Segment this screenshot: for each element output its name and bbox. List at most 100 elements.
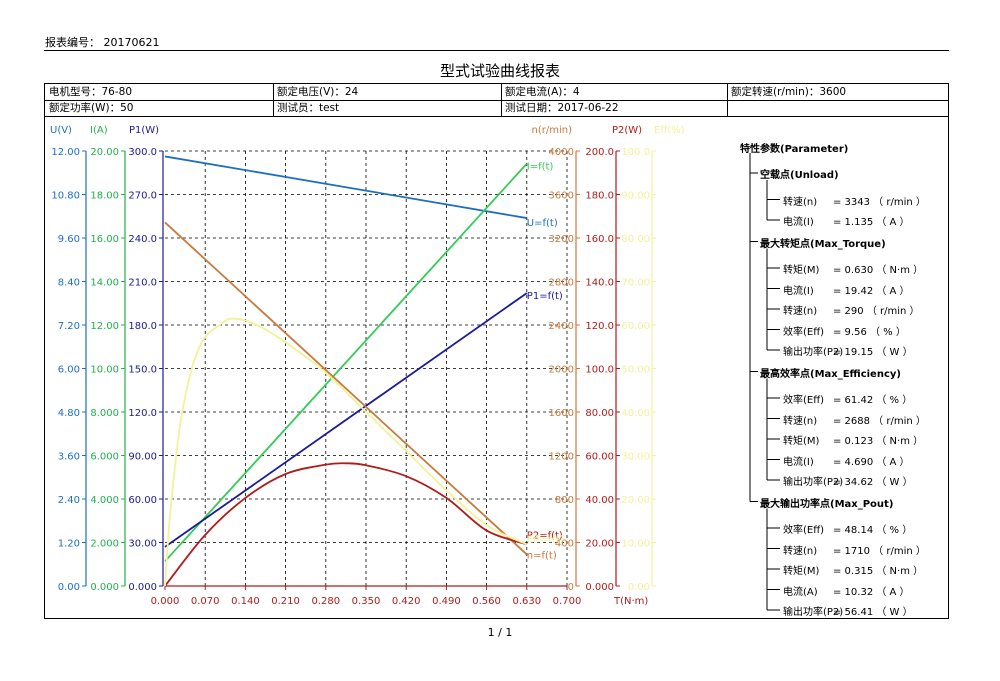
param-value: = 0.315 （ N·m ） xyxy=(833,566,924,577)
y-tick-label-U: 1.20 xyxy=(58,539,80,550)
y-tick-label-n: 1600 xyxy=(549,408,574,419)
y-tick-label-I: 4.000 xyxy=(90,495,119,506)
y-tick-label-P1: 120.0 xyxy=(128,408,157,419)
x-tick-label: 0.420 xyxy=(392,596,421,607)
y-tick-label-I: 10.00 xyxy=(90,365,119,376)
y-tick-label-I: 20.00 xyxy=(90,147,119,158)
y-tick-label-Eff: 90.00 xyxy=(621,191,650,202)
y-tick-label-Eff: 40.00 xyxy=(621,408,650,419)
param-label: 电流(A) xyxy=(783,586,818,598)
series-label-n: n=f(t) xyxy=(527,550,557,561)
y-tick-label-P1: 150.0 xyxy=(128,365,157,376)
x-tick-label: 0.700 xyxy=(553,596,582,607)
y-tick-label-P1: 240.0 xyxy=(128,234,157,245)
y-tick-label-Eff: 100.0 xyxy=(621,147,650,158)
rated-power-cell: 额定功率(W)：50 xyxy=(49,102,134,114)
param-value: = 61.42 （ % ） xyxy=(833,395,913,406)
y-tick-label-I: 2.000 xyxy=(90,539,119,550)
y-tick-label-Eff: 60.00 xyxy=(621,321,650,332)
rated-voltage-cell: 额定电压(V)：24 xyxy=(277,86,359,98)
param-value: = 3343 （ r/min ） xyxy=(833,196,926,208)
y-tick-label-P1: 180.0 xyxy=(128,321,157,332)
param-value: = 1710 （ r/min ） xyxy=(833,545,926,557)
y-tick-label-P2: 60.00 xyxy=(585,452,614,463)
param-value: = 34.62 （ W ） xyxy=(833,477,913,488)
y-tick-label-U: 2.40 xyxy=(58,495,80,506)
series-line-P2 xyxy=(164,462,528,587)
param-label: 效率(Eff) xyxy=(783,395,825,406)
param-label: 电流(I) xyxy=(783,285,814,297)
y-axis-label-Eff: Eff(%) xyxy=(654,125,685,136)
y-tick-label-P2: 140.0 xyxy=(585,278,614,289)
chart-panel xyxy=(44,117,949,619)
x-tick-label: 0.070 xyxy=(191,596,220,607)
param-label: 输出功率(P2) xyxy=(783,607,844,618)
param-label: 输出功率(P2) xyxy=(783,477,844,488)
info-table: 电机型号：76-80 额定电压(V)：24 额定电流(A)：4 额定转速(r/m… xyxy=(44,83,949,117)
x-tick-label: 0.140 xyxy=(231,596,260,607)
y-tick-label-I: 12.00 xyxy=(90,321,119,332)
y-tick-label-U: 9.60 xyxy=(58,234,80,245)
y-tick-label-P1: 90.00 xyxy=(128,452,157,463)
x-tick-label: 0.560 xyxy=(472,596,501,607)
series-line-U xyxy=(164,155,527,219)
param-value: = 56.41 （ W ） xyxy=(833,607,913,618)
y-tick-label-n: 3600 xyxy=(549,191,574,202)
param-label: 转速(n) xyxy=(783,415,818,427)
x-tick-label: 0.210 xyxy=(271,596,300,607)
header-rule xyxy=(44,50,949,51)
x-tick-label: 0.350 xyxy=(352,596,381,607)
y-tick-label-P2: 80.00 xyxy=(585,408,614,419)
series-line-n xyxy=(164,221,528,556)
test-date-cell: 测试日期：2017-06-22 xyxy=(505,102,619,114)
y-tick-label-U: 7.20 xyxy=(58,321,80,332)
y-tick-label-n: 0 xyxy=(568,582,574,593)
x-tick-label: 0.280 xyxy=(311,596,340,607)
param-value: = 48.14 （ % ） xyxy=(833,525,913,536)
param-value: = 0.630 （ N·m ） xyxy=(833,265,924,276)
y-tick-label-I: 14.00 xyxy=(90,278,119,289)
param-value: = 19.42 （ A ） xyxy=(833,285,910,297)
motor-model-cell: 电机型号：76-80 xyxy=(49,86,133,98)
y-tick-label-Eff: 20.00 xyxy=(621,495,650,506)
param-label: 转矩(M) xyxy=(783,265,820,276)
y-tick-label-U: 3.60 xyxy=(58,452,80,463)
params-title: 特性参数(Parameter) xyxy=(740,144,849,155)
y-tick-label-P2: 100.0 xyxy=(585,365,614,376)
y-tick-label-n: 1200 xyxy=(549,452,574,463)
y-axis-label-n: n(r/min) xyxy=(532,125,573,136)
param-label: 转速(n) xyxy=(783,306,818,317)
series-label-Eff: Eff=f(t) xyxy=(527,534,564,545)
param-label: 转速(n) xyxy=(783,196,818,208)
y-tick-label-U: 4.80 xyxy=(58,408,80,419)
param-value: = 9.56 （ % ） xyxy=(833,326,906,338)
y-tick-label-P1: 270.0 xyxy=(128,191,157,202)
y-tick-label-U: 8.40 xyxy=(58,278,80,289)
param-label: 转矩(M) xyxy=(783,566,820,577)
series-label-P2: P2=f(t) xyxy=(527,530,563,541)
y-tick-label-I: 6.000 xyxy=(90,452,119,463)
y-tick-label-n: 2000 xyxy=(549,365,574,376)
y-tick-label-P1: 30.00 xyxy=(128,539,157,550)
param-label: 效率(Eff) xyxy=(783,525,825,536)
y-tick-label-P1: 300.0 xyxy=(128,147,157,158)
param-label: 电流(I) xyxy=(783,217,814,228)
y-tick-label-U: 10.80 xyxy=(51,191,80,202)
series-label-I: I=f(t) xyxy=(527,162,554,173)
y-tick-label-Eff: 80.00 xyxy=(621,234,650,245)
y-tick-label-Eff: 0.00 xyxy=(628,582,650,593)
param-label: 电流(I) xyxy=(783,456,814,468)
series-label-U: U=f(t) xyxy=(527,218,558,229)
param-value: = 290 （ r/min ） xyxy=(833,306,920,317)
y-tick-label-Eff: 10.00 xyxy=(621,539,650,550)
y-tick-label-n: 4000 xyxy=(549,147,574,158)
y-tick-label-n: 3200 xyxy=(549,234,574,245)
y-tick-label-P2: 0.000 xyxy=(585,582,614,593)
x-axis-label: T(N·m) xyxy=(613,596,648,607)
param-value: = 10.32 （ A ） xyxy=(833,586,910,598)
rated-current-cell: 额定电流(A)：4 xyxy=(505,86,580,98)
report-number: 报表编号： 20170621 xyxy=(45,36,160,49)
y-tick-label-P2: 40.00 xyxy=(585,495,614,506)
y-tick-label-I: 16.00 xyxy=(90,234,119,245)
